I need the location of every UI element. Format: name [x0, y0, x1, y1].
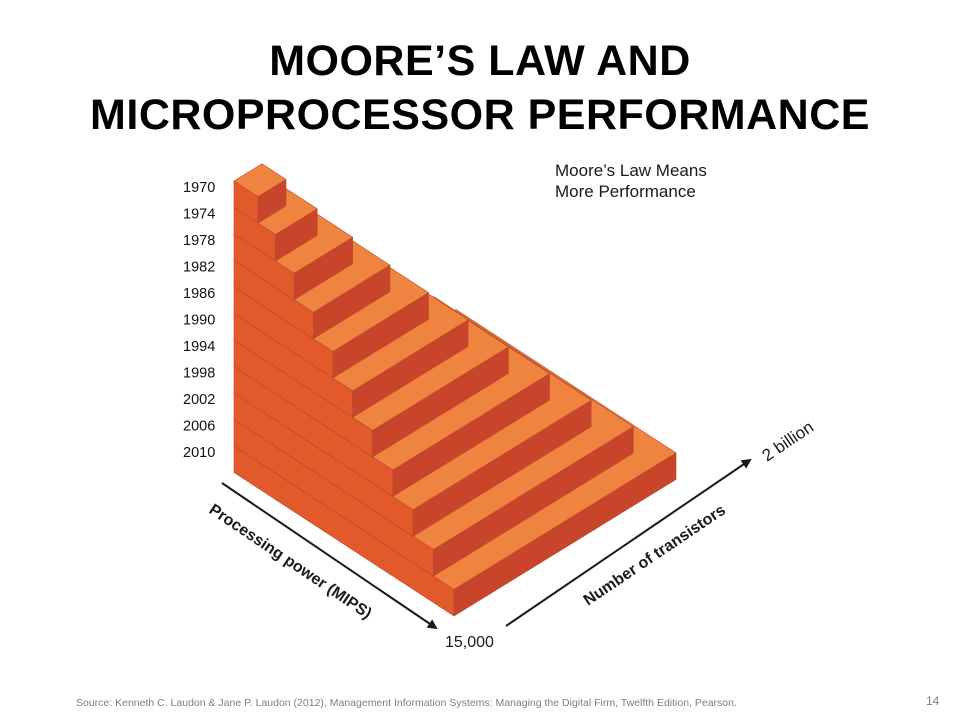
year-label: 1990 [183, 313, 215, 329]
page-number: 14 [926, 694, 940, 708]
year-label: 1970 [183, 180, 215, 196]
title-line-1: MOORE’S LAW AND [269, 37, 691, 85]
year-label: 1974 [183, 207, 215, 223]
year-label: 1982 [183, 260, 215, 276]
step-top-face [233, 163, 287, 198]
step-layer [233, 163, 287, 224]
year-label: 1978 [183, 233, 215, 249]
staircase-steps [233, 163, 677, 617]
year-label: 2002 [183, 392, 215, 408]
caption-line-2: More Performance [555, 182, 696, 201]
year-label: 2006 [183, 419, 215, 435]
caption-line-1: Moore’s Law Means [555, 161, 707, 180]
source-citation: Source: Kenneth C. Laudon & Jane P. Laud… [76, 697, 737, 709]
slide-title: MOORE’S LAW AND MICROPROCESSOR PERFORMAN… [0, 34, 960, 142]
processing-power-arrow [221, 482, 438, 630]
year-labels: 1970 1974 1978 1982 1986 1990 1994 1998 2002 2006… [183, 180, 215, 461]
year-label: 2010 [183, 445, 215, 461]
transistors-arrow [505, 458, 752, 627]
origin-value-label: 15,000 [445, 634, 494, 651]
transistors-max-label: 2 billion [759, 417, 817, 465]
title-line-2: MICROPROCESSOR PERFORMANCE [90, 91, 870, 139]
year-label: 1998 [183, 366, 215, 382]
year-label: 1994 [183, 339, 215, 355]
year-label: 1986 [183, 286, 215, 302]
